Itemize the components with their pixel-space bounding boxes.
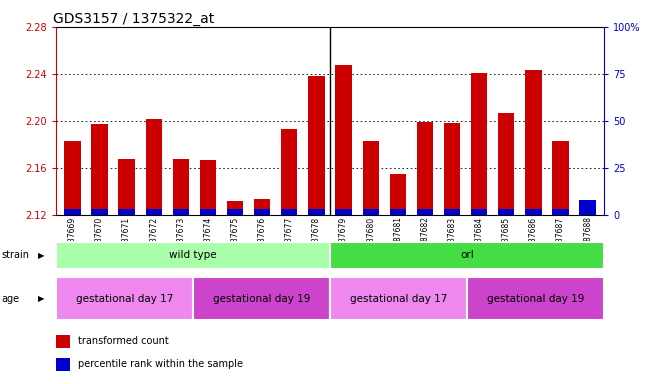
Text: gestational day 17: gestational day 17 — [350, 293, 447, 304]
Bar — [308, 76, 325, 215]
Bar — [119, 209, 135, 215]
Bar — [416, 209, 433, 215]
Bar — [362, 209, 379, 215]
Bar — [389, 174, 406, 215]
Bar — [193, 277, 330, 320]
Bar — [146, 209, 162, 215]
Bar — [552, 141, 569, 215]
Bar — [227, 209, 244, 215]
Bar — [200, 160, 216, 215]
Bar — [254, 209, 271, 215]
Bar — [552, 209, 569, 215]
Bar — [308, 209, 325, 215]
Bar — [281, 129, 298, 215]
Bar — [91, 124, 108, 215]
Bar — [91, 209, 108, 215]
Bar — [56, 335, 70, 348]
Bar — [64, 141, 81, 215]
Bar — [200, 209, 216, 215]
Bar — [444, 209, 460, 215]
Bar — [362, 141, 379, 215]
Text: age: age — [1, 293, 19, 304]
Bar — [119, 159, 135, 215]
Text: percentile rank within the sample: percentile rank within the sample — [78, 359, 243, 369]
Bar — [330, 242, 604, 269]
Text: GDS3157 / 1375322_at: GDS3157 / 1375322_at — [53, 12, 214, 26]
Bar — [254, 199, 271, 215]
Bar — [579, 200, 596, 215]
Bar — [173, 159, 189, 215]
Bar — [498, 209, 514, 215]
Text: strain: strain — [1, 250, 29, 260]
Bar — [330, 277, 467, 320]
Bar — [56, 358, 70, 371]
Bar — [525, 209, 541, 215]
Bar — [389, 209, 406, 215]
Text: gestational day 17: gestational day 17 — [76, 293, 174, 304]
Text: orl: orl — [460, 250, 474, 260]
Text: ▶: ▶ — [38, 294, 45, 303]
Text: ▶: ▶ — [38, 251, 45, 260]
Bar — [416, 122, 433, 215]
Bar — [498, 113, 514, 215]
Text: wild type: wild type — [169, 250, 217, 260]
Bar — [146, 119, 162, 215]
Bar — [56, 242, 330, 269]
Bar — [467, 277, 604, 320]
Bar — [579, 207, 596, 215]
Bar — [525, 70, 541, 215]
Text: transformed count: transformed count — [78, 336, 169, 346]
Bar — [471, 209, 487, 215]
Bar — [64, 209, 81, 215]
Text: gestational day 19: gestational day 19 — [213, 293, 310, 304]
Bar — [173, 209, 189, 215]
Bar — [471, 73, 487, 215]
Bar — [444, 123, 460, 215]
Bar — [281, 209, 298, 215]
Bar — [335, 65, 352, 215]
Bar — [227, 201, 244, 215]
Text: gestational day 19: gestational day 19 — [486, 293, 584, 304]
Bar — [56, 277, 193, 320]
Bar — [335, 209, 352, 215]
